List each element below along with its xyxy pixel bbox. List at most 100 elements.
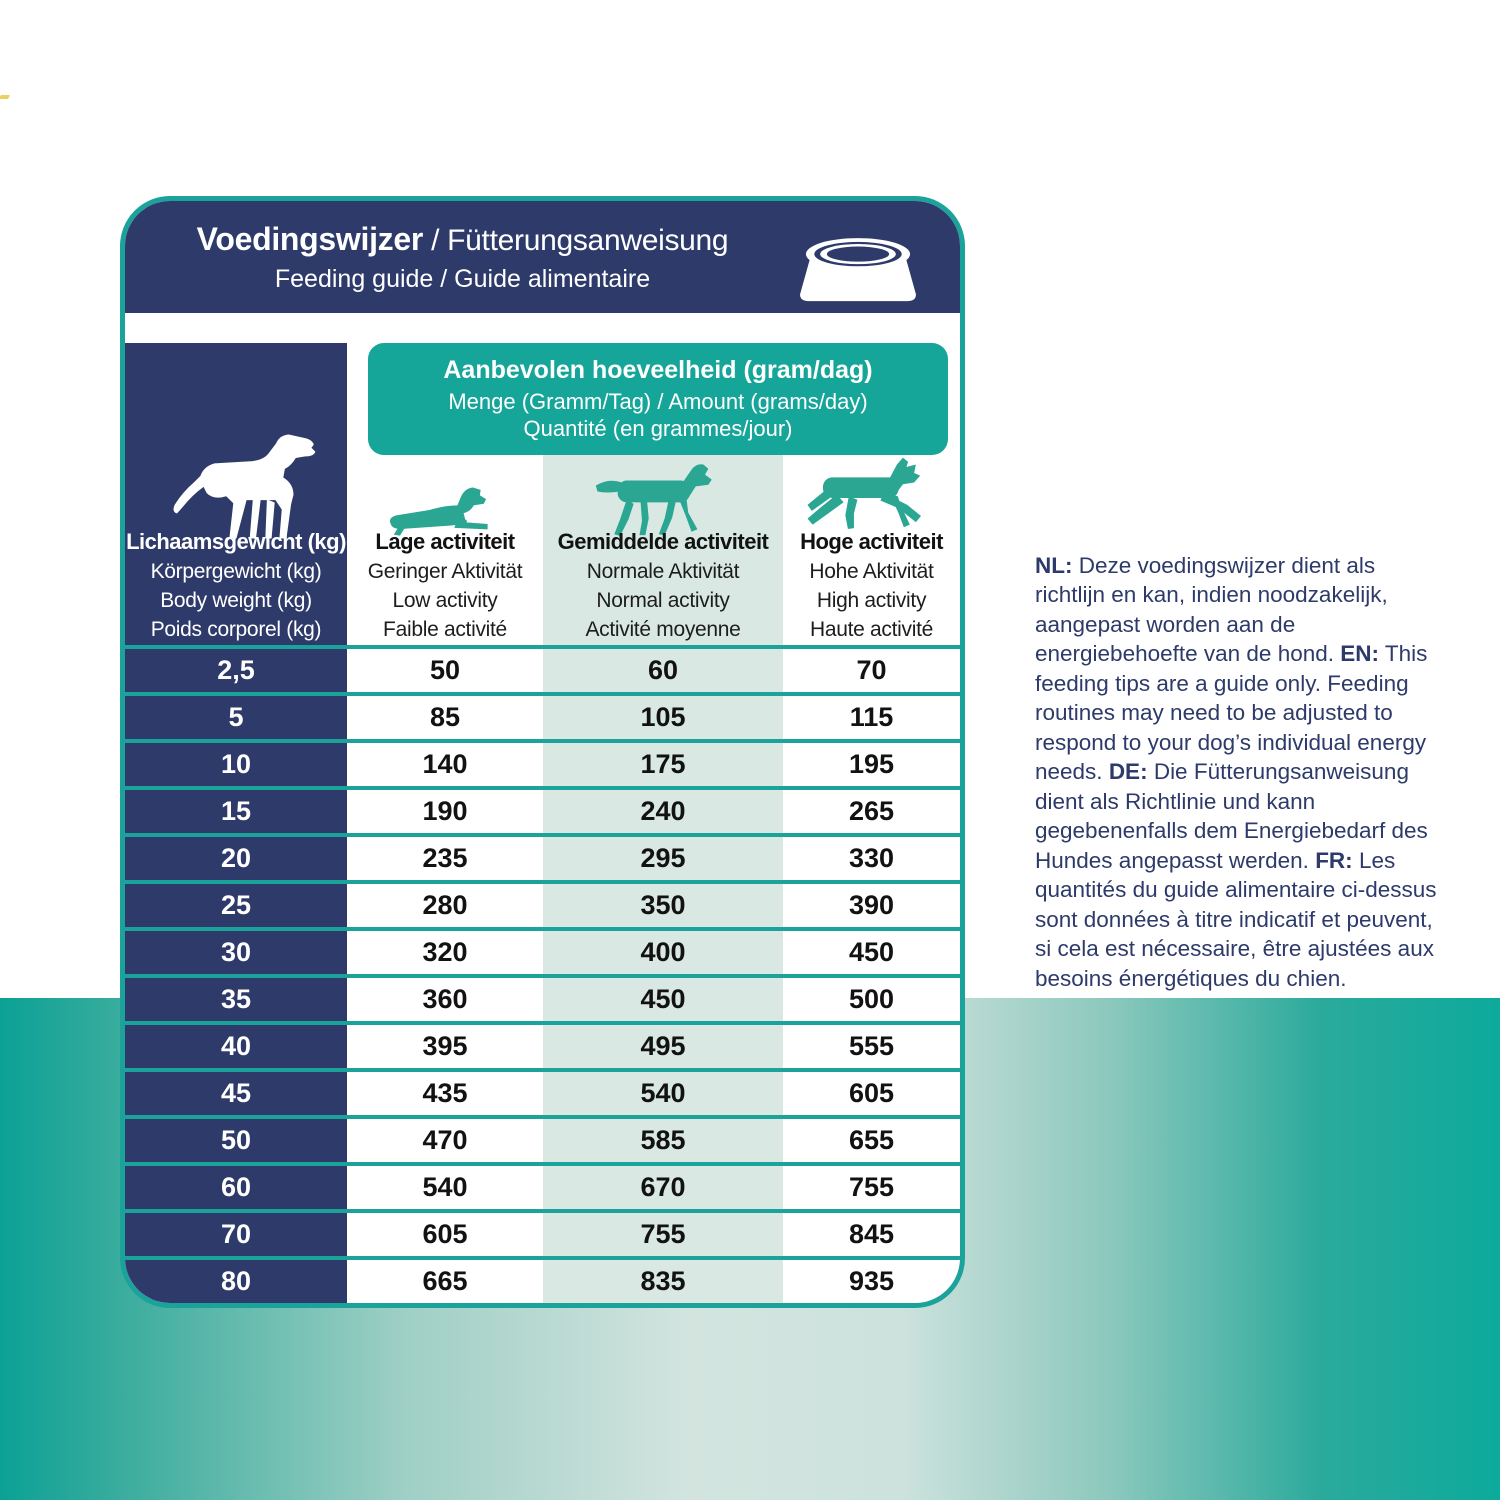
row-weight: 45 (220, 1078, 252, 1108)
row-high-value: 935 (848, 1266, 895, 1296)
activity-dog-icons-row (125, 455, 960, 536)
normal-activity-column-background (543, 343, 783, 1303)
row-normal-value: 755 (640, 1219, 686, 1249)
lying-dog-icon (389, 487, 488, 536)
row-low-value: 280 (422, 890, 468, 920)
normal-header-line1: Gemiddelde activiteit (557, 529, 769, 554)
running-dog-icon (807, 457, 921, 529)
card-title-bold: Voedingswijzer (196, 220, 424, 257)
row-weight: 5 (228, 702, 244, 732)
row-weight: 80 (220, 1266, 252, 1296)
card-title-rest: / Fütterungsanweisung (423, 223, 729, 257)
row-normal-value: 540 (640, 1078, 686, 1108)
row-high-value: 845 (848, 1219, 895, 1249)
row-normal-value: 240 (640, 796, 686, 826)
row-low-value: 190 (422, 796, 468, 826)
table-row: 15 190 240 265 (125, 786, 960, 833)
row-high-value: 265 (848, 796, 895, 826)
row-high-value: 195 (848, 749, 895, 779)
amount-line1: Aanbevolen hoeveelheid (gram/dag) (443, 356, 873, 384)
normal-header-line4: Activité moyenne (585, 618, 741, 641)
row-normal-value: 835 (640, 1266, 686, 1296)
row-low-value: 85 (429, 702, 461, 732)
table-row: 70 605 755 845 (125, 1209, 960, 1256)
row-weight: 2,5 (217, 655, 255, 685)
row-normal-value: 585 (640, 1125, 686, 1155)
feeding-guide-card: Voedingswijzer / Fütterungsanweisung Fee… (120, 196, 965, 1308)
row-high-value: 655 (848, 1125, 895, 1155)
row-weight: 30 (220, 937, 252, 967)
low-activity-cell (347, 479, 543, 541)
row-high-value: 605 (848, 1078, 895, 1108)
table-row: 20 235 295 330 (125, 833, 960, 880)
table-row: 30 320 400 450 (125, 927, 960, 974)
column-headers-row: Lichaamsgewicht (kg) Körpergewicht (kg) … (125, 525, 960, 645)
normal-header-line3: Normal activity (596, 589, 730, 612)
row-low-value: 435 (422, 1078, 468, 1108)
table-row: 10 140 175 195 (125, 739, 960, 786)
amount-line3: Quantité (en grammes/jour) (523, 416, 793, 441)
row-low-value: 605 (422, 1219, 468, 1249)
row-normal-value: 450 (640, 984, 686, 1014)
row-normal-value: 350 (640, 890, 686, 920)
table-row: 35 360 450 500 (125, 974, 960, 1021)
row-normal-value: 175 (640, 749, 686, 779)
row-low-value: 665 (422, 1266, 468, 1296)
row-weight: 20 (220, 843, 252, 873)
low-header-line3: Low activity (392, 589, 498, 612)
row-low-value: 395 (422, 1031, 468, 1061)
multilingual-note: NL: Deze voedingswijzer dient als richtl… (1035, 552, 1437, 991)
row-weight: 10 (220, 749, 252, 779)
table-row: 40 395 495 555 (125, 1021, 960, 1068)
card-title: Voedingswijzer / Fütterungsanweisung (165, 221, 760, 258)
row-weight: 35 (220, 984, 252, 1014)
high-activity-header: Hoge activiteit Hohe Aktivität High acti… (783, 527, 960, 645)
row-low-value: 360 (422, 984, 468, 1014)
dog-bowl-icon (800, 238, 916, 302)
row-weight: 60 (220, 1172, 252, 1202)
walking-dog-icon (595, 464, 712, 536)
table-row: 5 85 105 115 (125, 692, 960, 739)
normal-activity-cell (543, 457, 783, 541)
weight-header-line3: Body weight (kg) (160, 589, 312, 612)
row-normal-value: 400 (640, 937, 686, 967)
card-subtitle: Feeding guide / Guide alimentaire (274, 264, 651, 293)
row-high-value: 70 (856, 655, 887, 685)
table-row: 2,5 50 60 70 (125, 645, 960, 692)
row-low-value: 140 (422, 749, 468, 779)
row-high-value: 500 (848, 984, 895, 1014)
card-body: Aanbevolen hoeveelheid (gram/dag) Menge … (125, 343, 960, 1303)
table-row: 60 540 670 755 (125, 1162, 960, 1209)
low-header-line1: Lage activiteit (375, 529, 515, 554)
row-high-value: 555 (848, 1031, 895, 1061)
row-low-value: 320 (422, 937, 468, 967)
yellow-speck (0, 95, 10, 99)
table-row: 50 470 585 655 (125, 1115, 960, 1162)
row-weight: 25 (220, 890, 252, 920)
table-rows: 2,5 50 60 70 5 85 105 115 10 140 175 195… (125, 645, 960, 1303)
row-weight: 50 (220, 1125, 252, 1155)
low-header-line4: Faible activité (383, 618, 507, 641)
row-weight: 40 (220, 1031, 252, 1061)
table-row: 25 280 350 390 (125, 880, 960, 927)
weight-header-line4: Poids corporel (kg) (150, 618, 322, 641)
row-normal-value: 60 (647, 655, 679, 685)
row-high-value: 755 (848, 1172, 895, 1202)
row-normal-value: 105 (640, 702, 686, 732)
row-high-value: 115 (849, 702, 894, 732)
high-header-line2: Hohe Aktivität (809, 560, 934, 583)
weight-header-line2: Körpergewicht (kg) (150, 560, 322, 583)
normal-activity-header: Gemiddelde activiteit Normale Aktivität … (543, 527, 783, 645)
amount-line2: Menge (Gramm/Tag) / Amount (grams/day) (448, 389, 868, 414)
low-header-line2: Geringer Aktivität (367, 560, 523, 583)
card-header: Voedingswijzer / Fütterungsanweisung Fee… (125, 201, 960, 313)
amount-header-box: Aanbevolen hoeveelheid (gram/dag) Menge … (368, 343, 948, 455)
high-activity-cell (783, 455, 960, 541)
row-normal-value: 495 (640, 1031, 686, 1061)
table-row: 45 435 540 605 (125, 1068, 960, 1115)
standing-dog-icon (173, 434, 316, 539)
row-normal-value: 295 (640, 843, 686, 873)
row-low-value: 50 (429, 655, 461, 685)
row-weight: 70 (220, 1219, 252, 1249)
row-low-value: 540 (422, 1172, 468, 1202)
